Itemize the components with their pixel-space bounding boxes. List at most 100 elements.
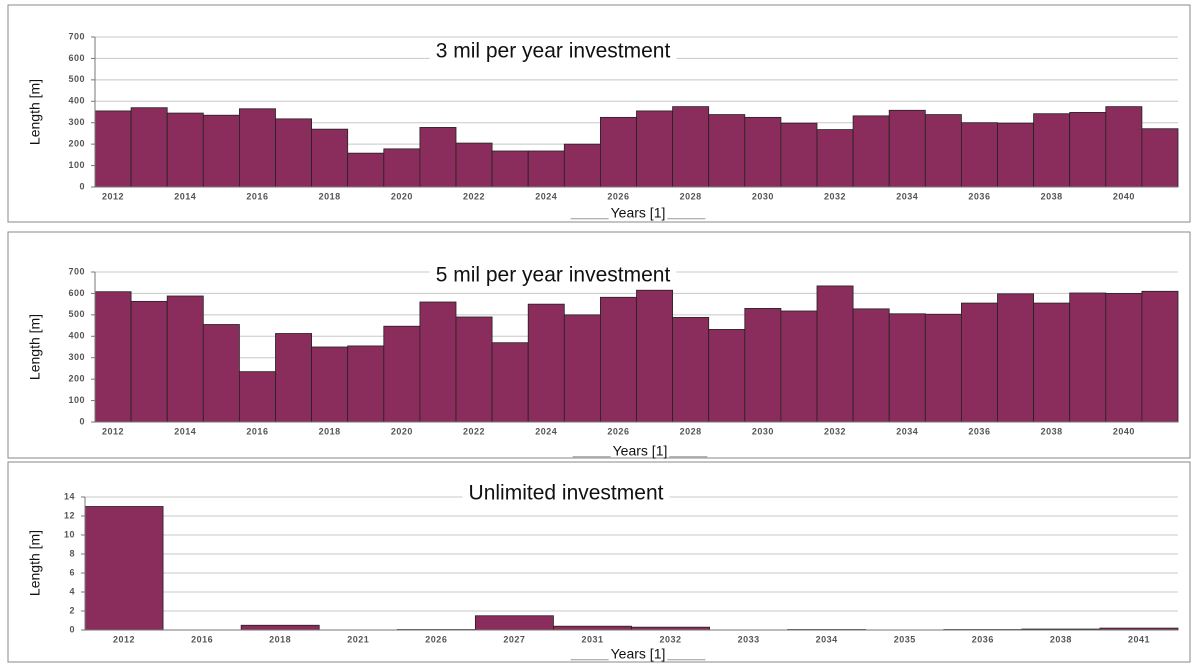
bar <box>997 293 1034 423</box>
bar <box>84 506 164 631</box>
x-tick-label: 2040 <box>1113 191 1135 201</box>
bar <box>816 285 854 423</box>
bar <box>455 316 493 423</box>
y-tick-label: 300 <box>68 352 85 362</box>
y-tick-label: 700 <box>68 31 85 41</box>
x-tick-label: 2030 <box>752 426 774 436</box>
y-axis-label: Length [m] <box>27 530 43 596</box>
bar <box>924 313 962 423</box>
x-tick-label: 2035 <box>894 634 916 644</box>
bar <box>961 122 998 188</box>
x-tick-label: 2038 <box>1050 634 1072 644</box>
bar <box>166 295 204 423</box>
bar <box>1069 292 1107 423</box>
bar <box>275 118 312 188</box>
y-tick-label: 200 <box>68 139 85 149</box>
x-tick-label: 2027 <box>503 634 525 644</box>
x-tick-label: 2036 <box>968 191 990 201</box>
x-tick-label: 2014 <box>174 191 196 201</box>
bar <box>383 148 421 188</box>
chart-frame <box>7 231 1191 459</box>
bar <box>563 143 601 188</box>
bar <box>780 122 818 188</box>
title-background <box>462 481 670 505</box>
y-tick-label: 6 <box>69 567 75 577</box>
y-tick-label: 12 <box>64 510 75 520</box>
y-tick-label: 0 <box>79 416 85 426</box>
x-tick-label: 2012 <box>102 191 124 201</box>
bar <box>311 128 349 188</box>
x-tick-label: 2014 <box>174 426 196 436</box>
bar <box>240 624 320 631</box>
x-tick-label: 2028 <box>680 191 702 201</box>
x-tick-label: 2028 <box>680 426 702 436</box>
y-tick-label: 400 <box>68 331 85 341</box>
bar <box>1033 113 1071 188</box>
y-tick-label: 600 <box>68 53 85 63</box>
bar <box>1033 302 1071 423</box>
x-tick-label: 2012 <box>102 426 124 436</box>
chart-title: 3 mil per year investment <box>436 40 671 63</box>
x-tick-label: 2033 <box>738 634 760 644</box>
chart-title: Unlimited investment <box>469 482 664 505</box>
bar <box>474 615 554 631</box>
bar <box>780 310 818 423</box>
bar <box>130 107 168 188</box>
bar <box>816 129 854 188</box>
y-tick-label: 0 <box>79 181 85 191</box>
bar <box>491 342 529 423</box>
bar <box>888 313 926 423</box>
x-tick-label: 2032 <box>660 634 682 644</box>
y-axis-label: Length [m] <box>27 314 43 380</box>
bar <box>553 625 632 631</box>
x-tick-label: 2018 <box>319 426 341 436</box>
bar <box>1105 106 1143 188</box>
bar <box>636 289 673 423</box>
x-tick-label: 2038 <box>1041 426 1063 436</box>
bar <box>708 114 746 188</box>
y-tick-label: 100 <box>68 160 85 170</box>
bar <box>563 314 601 423</box>
bar <box>455 142 493 188</box>
chart-frame <box>7 461 1191 663</box>
x-tick-label: 2034 <box>896 191 918 201</box>
y-tick-label: 8 <box>69 548 75 558</box>
title-background <box>429 39 677 63</box>
x-tick-label: 2026 <box>607 426 629 436</box>
bar <box>744 116 782 188</box>
x-tick-label: 2018 <box>269 634 291 644</box>
bar <box>636 110 673 188</box>
y-tick-label: 700 <box>68 266 85 276</box>
x-tick-label: 2018 <box>319 191 341 201</box>
x-tick-label: 2026 <box>607 191 629 201</box>
y-tick-label: 200 <box>68 374 85 384</box>
bar <box>708 329 746 423</box>
x-axis-label: Years [1] <box>613 443 668 459</box>
y-tick-label: 400 <box>68 96 85 106</box>
bar <box>924 114 962 188</box>
bar <box>94 110 132 188</box>
y-tick-label: 100 <box>68 395 85 405</box>
y-tick-label: 500 <box>68 309 85 319</box>
bar <box>997 122 1034 188</box>
x-tick-label: 2016 <box>246 191 268 201</box>
x-tick-label: 2036 <box>968 426 990 436</box>
bar <box>600 116 637 188</box>
x-tick-label: 2034 <box>896 426 918 436</box>
bar <box>238 108 276 188</box>
bar <box>130 300 168 423</box>
x-tick-label: 2024 <box>535 426 557 436</box>
bar <box>1069 112 1107 188</box>
bar <box>744 308 782 423</box>
y-axis-label: Length [m] <box>27 79 43 145</box>
x-tick-label: 2031 <box>581 634 603 644</box>
x-tick-label: 2024 <box>535 191 557 201</box>
chart-frame <box>7 4 1191 223</box>
bar <box>202 324 240 423</box>
x-tick-label: 2020 <box>391 426 413 436</box>
bar <box>600 296 637 423</box>
bar <box>961 302 998 423</box>
title-background <box>429 263 677 287</box>
bar <box>672 106 710 188</box>
